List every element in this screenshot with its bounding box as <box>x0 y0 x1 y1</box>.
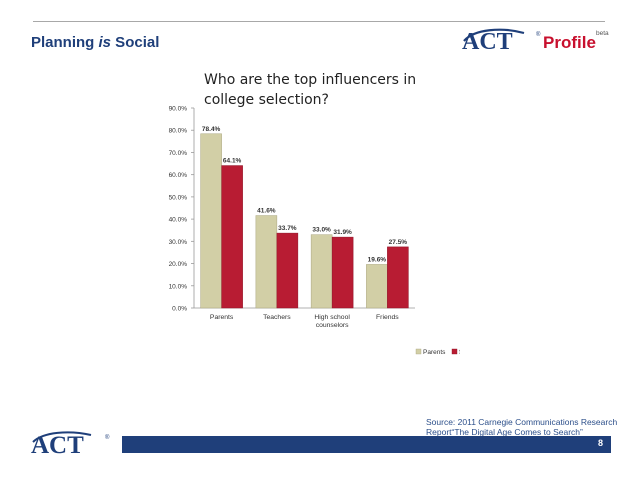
chart-title-line1: Who are the top influencers in <box>204 72 417 88</box>
legend-label-parents: Parents <box>423 349 446 356</box>
legend-label-students: Students <box>459 349 460 356</box>
act-footer-logo: ACT ® <box>31 431 110 456</box>
x-category-label: High school <box>314 314 350 321</box>
chart-title: Who are the top influencers in college s… <box>204 70 424 110</box>
y-tick-label: 40.0% <box>169 217 188 224</box>
y-tick-label: 80.0% <box>169 128 188 135</box>
y-tick-label: 30.0% <box>169 239 188 246</box>
act-profile-logo: ACT ® Profile beta <box>462 28 609 53</box>
slide-title-part2: Social <box>111 34 160 51</box>
logo-brand: ACT <box>462 29 513 53</box>
bar-students-0 <box>221 165 243 309</box>
legend-swatch-parents <box>415 348 422 355</box>
y-tick-label: 90.0% <box>169 106 188 113</box>
bar-students-2 <box>331 236 354 309</box>
y-tick-label: 20.0% <box>169 261 188 268</box>
footer-bar: 8 <box>122 436 611 453</box>
top-divider <box>33 21 605 22</box>
footer-logo-registered: ® <box>105 434 110 441</box>
x-category-label: Teachers <box>263 314 291 321</box>
bar-parents-0 <box>200 133 222 309</box>
data-label: 33.0% <box>312 227 331 234</box>
data-label: 27.5% <box>389 239 408 246</box>
footer-logo-brand: ACT <box>31 432 84 456</box>
bar-parents-2 <box>310 234 333 309</box>
data-label: 78.4% <box>202 126 221 133</box>
data-label: 31.9% <box>333 229 352 236</box>
x-category-label: Friends <box>376 314 399 321</box>
bar-students-1 <box>276 232 299 309</box>
logo-badge: beta <box>596 30 609 37</box>
y-tick-label: 70.0% <box>169 150 188 157</box>
x-category-label: Parents <box>210 314 234 321</box>
data-label: 19.6% <box>368 256 387 263</box>
page-number: 8 <box>597 438 603 448</box>
data-label: 41.6% <box>257 208 276 215</box>
bar-parents-1 <box>255 215 278 309</box>
data-label: 64.1% <box>223 158 242 165</box>
source-citation: Source: 2011 Carnegie Communications Res… <box>426 417 636 437</box>
logo-registered: ® <box>536 31 541 38</box>
bar-parents-3 <box>366 264 388 309</box>
y-tick-label: 60.0% <box>169 172 188 179</box>
legend-swatch-students <box>451 348 458 355</box>
slide-title: Planning is Social <box>31 34 159 51</box>
chart-title-line2: college selection? <box>204 92 329 108</box>
logo-product: Profile <box>543 33 596 52</box>
source-line2: Report“The Digital Age Comes to Search” <box>426 427 583 437</box>
slide-title-part1: Planning <box>31 34 99 51</box>
y-tick-label: 10.0% <box>169 283 188 290</box>
footer-logo-swoosh <box>32 431 92 443</box>
source-line1: Source: 2011 Carnegie Communications Res… <box>426 417 618 427</box>
data-label: 33.7% <box>278 225 297 232</box>
y-tick-label: 0.0% <box>172 306 187 313</box>
y-tick-label: 50.0% <box>169 194 188 201</box>
bar-students-3 <box>387 246 409 309</box>
logo-swoosh <box>463 28 525 42</box>
influencers-bar-chart: 0.0% 10.0% 20.0% 30.0% 40.0% 50.0% 60.0% 70.0% 8… <box>169 106 460 357</box>
slide-title-emphasis: is <box>98 34 112 51</box>
x-category-label: counselors <box>316 322 349 329</box>
